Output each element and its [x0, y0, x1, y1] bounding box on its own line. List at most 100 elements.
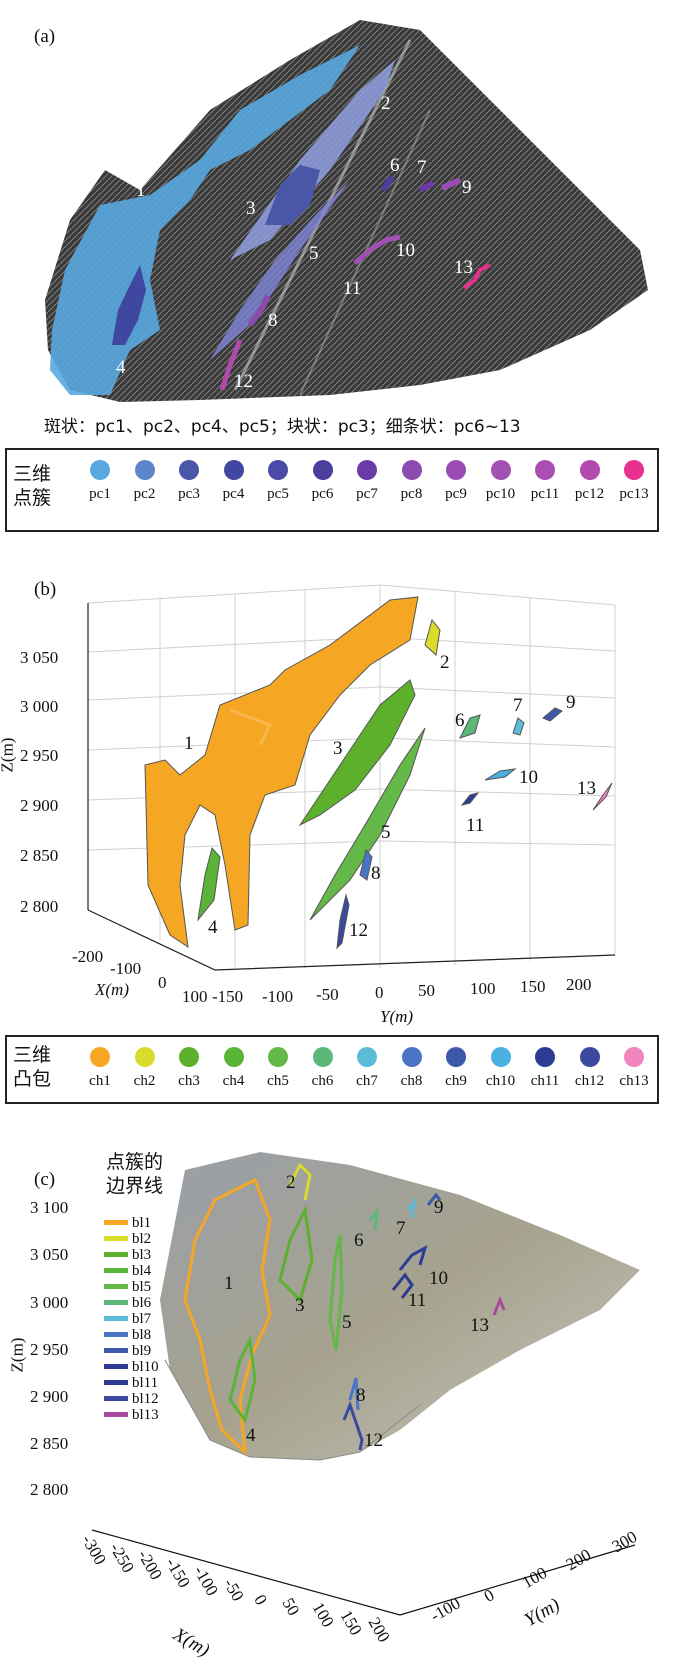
panel-b-xtick-3: 100 — [182, 987, 208, 1006]
boundary-bl10 — [398, 1244, 428, 1271]
legend-swatch — [104, 1412, 128, 1417]
panel-c: (c) — [0, 1140, 700, 1676]
pointcluster-pc12 — [219, 339, 243, 391]
panel-b-label-3: 3 — [333, 738, 343, 759]
boundary-bl1 — [183, 1177, 272, 1456]
panel-b-ztick-5: 2 800 — [20, 897, 59, 916]
pointcluster-pc5 — [210, 180, 350, 360]
panel-c-ztick-3: 2 950 — [30, 1340, 69, 1359]
panel-b-tag: (b) — [34, 579, 57, 600]
panel-c-label-11: 11 — [408, 1290, 427, 1311]
terrain-surface — [160, 1152, 640, 1460]
legend-label: ch7 — [356, 1073, 378, 1089]
panel-b-label-6: 6 — [455, 710, 465, 731]
legend-swatch — [312, 1047, 333, 1067]
pc-legend-item-pc11: pc11 — [520, 460, 570, 503]
legend-label: ch1 — [89, 1073, 111, 1089]
boundary-bl5 — [328, 1234, 344, 1351]
ch-legend-item-ch12: ch12 — [565, 1047, 615, 1090]
ch-legend-item-ch11: ch11 — [520, 1047, 570, 1090]
convexhull-ch12 — [336, 893, 350, 950]
legend-swatch — [357, 1047, 377, 1067]
panel-b-ztick-2: 2 950 — [20, 746, 59, 765]
pc-legend-item-pc7: pc7 — [342, 460, 392, 503]
panel-b-ytick-7: 200 — [566, 975, 592, 994]
panel-a-label-3: 3 — [246, 198, 256, 219]
panel-b-ztick-0: 3 050 — [20, 648, 59, 667]
panel-c-label-1: 1 — [224, 1273, 234, 1294]
panel-b-label-7: 7 — [513, 695, 523, 716]
legend-label: bl8 — [132, 1327, 152, 1343]
legend-swatch — [104, 1220, 128, 1225]
legend-swatch — [134, 1047, 155, 1067]
panel-c-ztick-6: 2 800 — [30, 1480, 69, 1499]
panel-b-xtick-2: 0 — [158, 973, 167, 992]
panel-b-ytick-0: -150 — [212, 987, 244, 1006]
pointcluster-pc13 — [462, 263, 491, 290]
pc-legend-item-pc9: pc9 — [431, 460, 481, 503]
bl-legend-item-bl10: bl10 — [104, 1356, 159, 1376]
pointcluster-pc3 — [265, 165, 320, 225]
boundary-bl2 — [288, 1162, 312, 1201]
panel-b-ylabel: Y(m) — [380, 1007, 414, 1026]
legend-label: bl9 — [132, 1343, 152, 1359]
legend-swatch — [357, 460, 377, 480]
panel-b-label-13: 13 — [577, 778, 596, 799]
legend-label: ch9 — [445, 1073, 467, 1089]
boundary-bl11 — [391, 1272, 414, 1299]
panel-a-label-12: 12 — [234, 371, 253, 392]
panel-a-label-10: 10 — [396, 240, 415, 261]
pc-legend-item-pc13: pc13 — [609, 460, 659, 503]
panel-a-label-6: 6 — [390, 155, 400, 176]
ch-legend-item-ch2: ch2 — [120, 1047, 170, 1090]
legend-label: bl6 — [132, 1295, 152, 1311]
convexhull-ch11 — [460, 792, 480, 806]
legend-swatch — [104, 1364, 128, 1369]
legend-label: ch8 — [400, 1073, 423, 1089]
bl-legend-item-bl5: bl5 — [104, 1276, 151, 1296]
convexhull-ch3 — [298, 679, 416, 827]
legend-swatch — [104, 1316, 128, 1321]
bl-legend-item-bl13: bl13 — [104, 1404, 159, 1424]
legend-label: pc5 — [267, 486, 289, 502]
bl-legend-item-bl2: bl2 — [104, 1228, 151, 1248]
legend-swatch — [312, 460, 333, 480]
legend-label: bl1 — [132, 1215, 152, 1231]
panel-b-legend: 三维 凸包 ch1 ch2 ch3 ch4 ch5 ch6 ch7 ch8 ch9 ch10 ch1… — [5, 1035, 659, 1104]
legend-label: pc9 — [445, 486, 467, 502]
panel-c-label-4: 4 — [246, 1425, 256, 1446]
pc-legend-item-pc5: pc5 — [253, 460, 303, 503]
legend-label: pc12 — [574, 486, 605, 502]
boundary-bl13 — [492, 1295, 506, 1316]
pc-legend-item-pc1: pc1 — [75, 460, 125, 503]
bl-legend-item-bl8: bl8 — [104, 1324, 151, 1344]
panel-c-tag: (c) — [34, 1169, 56, 1190]
legend-label: bl7 — [132, 1311, 152, 1327]
pc-legend-item-pc4: pc4 — [209, 460, 259, 503]
panel-c-ztick-2: 3 000 — [30, 1293, 69, 1312]
convexhull-ch4 — [197, 846, 221, 922]
legend-label: bl12 — [132, 1391, 159, 1407]
legend-label: ch5 — [267, 1073, 289, 1089]
legend-label: pc1 — [89, 486, 111, 502]
panel-c-ztick-0: 3 100 — [30, 1198, 69, 1217]
boundary-bl12 — [342, 1400, 364, 1451]
ch-legend-item-ch1: ch1 — [75, 1047, 125, 1090]
panel-b-label-1: 1 — [184, 733, 194, 754]
pointcluster-pc7 — [418, 180, 435, 193]
panel-a-label-9: 9 — [462, 177, 472, 198]
boundary-bl4 — [228, 1334, 257, 1424]
legend-label: ch3 — [178, 1073, 200, 1089]
boundary-bl3 — [278, 1205, 314, 1303]
legend-label: pc4 — [222, 486, 245, 502]
ch-legend-item-ch5: ch5 — [253, 1047, 303, 1090]
bl-legend-item-bl3: bl3 — [104, 1244, 151, 1264]
legend-label: bl10 — [132, 1359, 159, 1375]
convexhull-ch5 — [309, 727, 426, 921]
pc-legend-item-pc12: pc12 — [565, 460, 615, 503]
panel-c-pointcloud-3d — [91, 1152, 640, 1616]
panel-b-ytick-2: -50 — [316, 985, 339, 1004]
convexhull-ch8 — [359, 848, 373, 881]
panel-c-label-2: 2 — [286, 1172, 296, 1193]
boundary-bl7 — [406, 1196, 417, 1219]
